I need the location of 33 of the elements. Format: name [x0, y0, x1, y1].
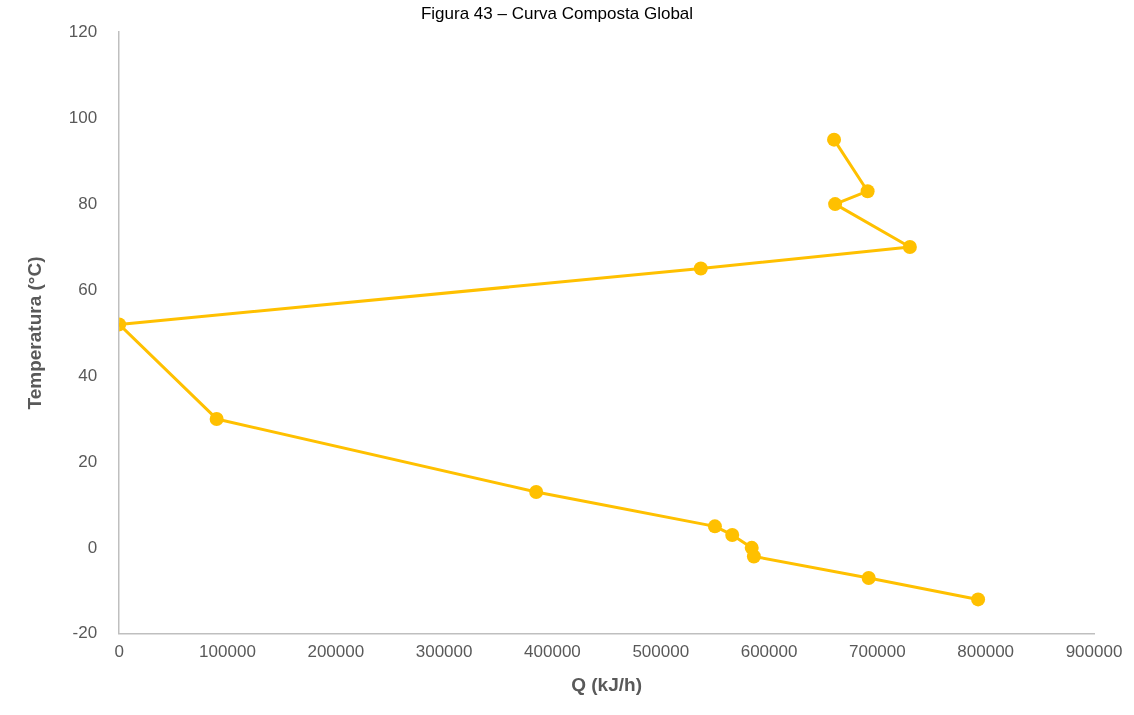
point — [529, 484, 544, 499]
x-tick-label: 500000 — [632, 641, 690, 661]
x-tick-label: 900000 — [1065, 641, 1123, 661]
y-tick-label: 60 — [78, 279, 98, 299]
y-tick-label: -20 — [72, 623, 98, 643]
point — [861, 570, 876, 585]
x-tick-label: 400000 — [524, 641, 581, 661]
point — [971, 592, 986, 607]
y-tick-label: 40 — [78, 365, 98, 385]
point — [693, 261, 708, 276]
point — [746, 549, 761, 564]
x-tick-label: 100000 — [199, 641, 256, 661]
chart-title: Figura 43 – Curva Composta Global — [420, 3, 694, 23]
x-tick-label: 300000 — [415, 641, 473, 661]
x-tick-label: 800000 — [957, 641, 1015, 661]
point — [209, 411, 224, 426]
x-tick-label: 600000 — [740, 641, 798, 661]
x-tick-label: 700000 — [849, 641, 906, 661]
x-tick-label: 0 — [114, 641, 124, 661]
y-tick-label: 80 — [78, 193, 98, 213]
point — [827, 132, 842, 147]
x-axis-title: Q (kJ/h) — [571, 673, 642, 695]
point — [828, 197, 843, 212]
x-tick-label: 200000 — [307, 641, 365, 661]
y-tick-label: 100 — [68, 107, 98, 127]
y-tick-label: 20 — [78, 451, 98, 471]
y-tick-label: 0 — [87, 537, 98, 557]
point — [707, 519, 722, 534]
y-axis-title: Temperatura (°C) — [23, 256, 45, 410]
point — [725, 527, 740, 542]
point — [902, 240, 917, 255]
point — [860, 184, 875, 199]
y-tick-label: 120 — [68, 21, 98, 41]
